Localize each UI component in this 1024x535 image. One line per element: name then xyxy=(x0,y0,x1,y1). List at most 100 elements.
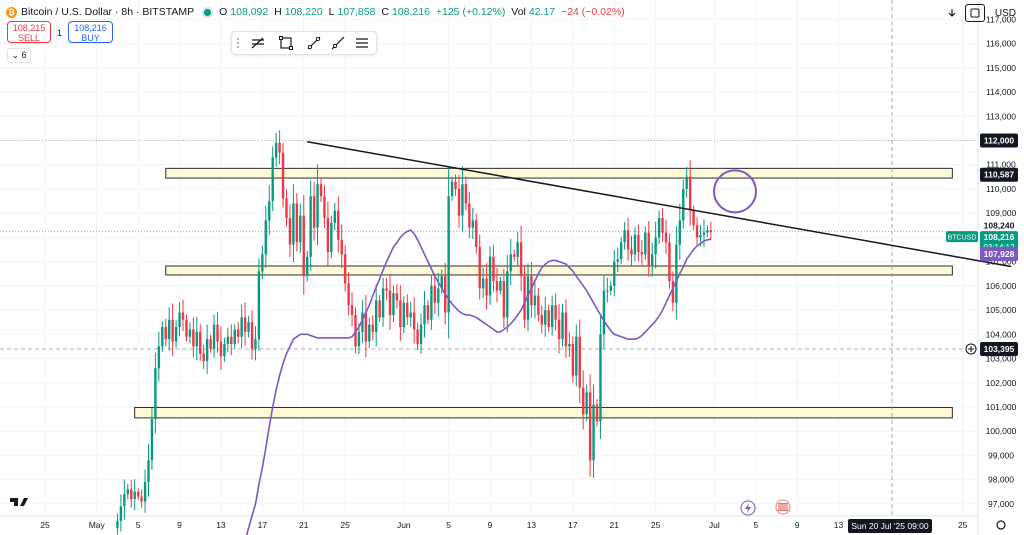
candle-body[interactable] xyxy=(564,312,568,347)
candle-body[interactable] xyxy=(247,322,250,332)
candle-body[interactable] xyxy=(288,218,292,245)
candle-body[interactable] xyxy=(171,319,174,342)
candle-body[interactable] xyxy=(602,290,606,335)
candle-body[interactable] xyxy=(350,305,354,315)
candle-body[interactable] xyxy=(388,290,392,315)
candle-body[interactable] xyxy=(126,489,129,495)
candle-body[interactable] xyxy=(281,152,285,199)
candle-body[interactable] xyxy=(264,220,267,255)
candle-body[interactable] xyxy=(375,300,378,332)
candle-body[interactable] xyxy=(702,232,706,235)
candle-body[interactable] xyxy=(440,276,443,289)
candle-body[interactable] xyxy=(419,324,423,344)
candle-body[interactable] xyxy=(695,225,699,238)
candle-body[interactable] xyxy=(568,344,571,347)
candle-body[interactable] xyxy=(585,392,588,415)
candle-body[interactable] xyxy=(468,203,471,228)
settings-gear-icon[interactable] xyxy=(996,520,1006,530)
candle-body[interactable] xyxy=(216,324,219,342)
candle-body[interactable] xyxy=(454,181,457,189)
candle-body[interactable] xyxy=(302,215,305,277)
snapshot-button[interactable] xyxy=(964,4,985,22)
candle-body[interactable] xyxy=(709,230,713,233)
candle-body[interactable] xyxy=(544,310,547,325)
candle-body[interactable] xyxy=(326,218,330,252)
support-resistance-zone[interactable] xyxy=(165,167,953,179)
sell-button[interactable]: 108,215 SELL xyxy=(7,21,51,43)
candle-body[interactable] xyxy=(495,281,499,291)
candle-body[interactable] xyxy=(271,157,274,202)
candle-body[interactable] xyxy=(226,336,230,344)
candle-body[interactable] xyxy=(516,242,519,257)
candle-body[interactable] xyxy=(240,317,243,337)
candle-body[interactable] xyxy=(688,176,692,211)
candle-body[interactable] xyxy=(195,331,198,347)
candle-body[interactable] xyxy=(647,232,650,267)
candle-body[interactable] xyxy=(447,196,450,313)
candle-body[interactable] xyxy=(675,244,678,303)
candle-body[interactable] xyxy=(554,305,557,320)
candle-body[interactable] xyxy=(278,142,281,153)
candle-body[interactable] xyxy=(661,218,664,233)
candle-body[interactable] xyxy=(485,278,488,296)
candle-body[interactable] xyxy=(530,276,533,306)
candle-body[interactable] xyxy=(219,341,223,357)
candle-body[interactable] xyxy=(606,290,609,292)
support-resistance-zone[interactable] xyxy=(134,406,953,419)
candle-body[interactable] xyxy=(381,288,385,318)
candle-body[interactable] xyxy=(316,184,319,228)
candle-body[interactable] xyxy=(437,288,440,303)
candle-body[interactable] xyxy=(682,188,685,221)
candle-body[interactable] xyxy=(371,324,374,332)
candle-body[interactable] xyxy=(406,302,409,318)
candle-body[interactable] xyxy=(433,285,437,303)
candle-body[interactable] xyxy=(285,198,288,219)
candle-body[interactable] xyxy=(136,491,140,497)
candle-body[interactable] xyxy=(295,203,299,243)
candle-body[interactable] xyxy=(651,254,654,267)
candle-body[interactable] xyxy=(464,184,468,204)
candle-body[interactable] xyxy=(457,188,461,216)
candle-body[interactable] xyxy=(143,482,147,502)
candle-body[interactable] xyxy=(147,460,150,483)
candle-body[interactable] xyxy=(540,314,543,325)
candle-body[interactable] xyxy=(312,196,316,228)
candle-body[interactable] xyxy=(654,237,657,255)
candle-body[interactable] xyxy=(309,196,312,257)
candle-body[interactable] xyxy=(416,329,419,344)
candle-body[interactable] xyxy=(212,324,216,349)
candle-body[interactable] xyxy=(337,210,340,240)
candle-body[interactable] xyxy=(333,210,336,223)
highlight-circle[interactable] xyxy=(713,169,757,214)
candle-body[interactable] xyxy=(323,196,326,219)
candle-body[interactable] xyxy=(123,494,126,507)
candle-body[interactable] xyxy=(481,278,485,289)
candle-body[interactable] xyxy=(633,234,637,255)
moving-average-line[interactable] xyxy=(245,229,712,535)
candle-body[interactable] xyxy=(161,327,164,347)
candle-body[interactable] xyxy=(168,319,171,340)
candle-body[interactable] xyxy=(664,232,668,243)
candle-body[interactable] xyxy=(361,312,364,332)
candle-body[interactable] xyxy=(578,336,581,388)
candle-body[interactable] xyxy=(119,506,123,521)
candle-body[interactable] xyxy=(478,247,481,289)
currency-label[interactable]: USD xyxy=(994,7,1016,19)
candle-body[interactable] xyxy=(233,329,236,344)
candle-body[interactable] xyxy=(116,520,119,529)
candle-body[interactable] xyxy=(209,339,212,349)
candle-body[interactable] xyxy=(699,234,702,238)
candle-body[interactable] xyxy=(657,218,661,238)
candle-body[interactable] xyxy=(164,327,167,340)
candle-body[interactable] xyxy=(268,201,271,221)
candle-body[interactable] xyxy=(409,312,412,318)
candle-body[interactable] xyxy=(671,281,675,303)
candle-body[interactable] xyxy=(237,329,240,337)
candle-body[interactable] xyxy=(178,312,181,328)
candle-body[interactable] xyxy=(692,210,695,226)
candle-body[interactable] xyxy=(619,242,623,260)
candle-body[interactable] xyxy=(630,249,633,255)
candle-body[interactable] xyxy=(364,312,368,342)
candle-body[interactable] xyxy=(640,251,644,255)
